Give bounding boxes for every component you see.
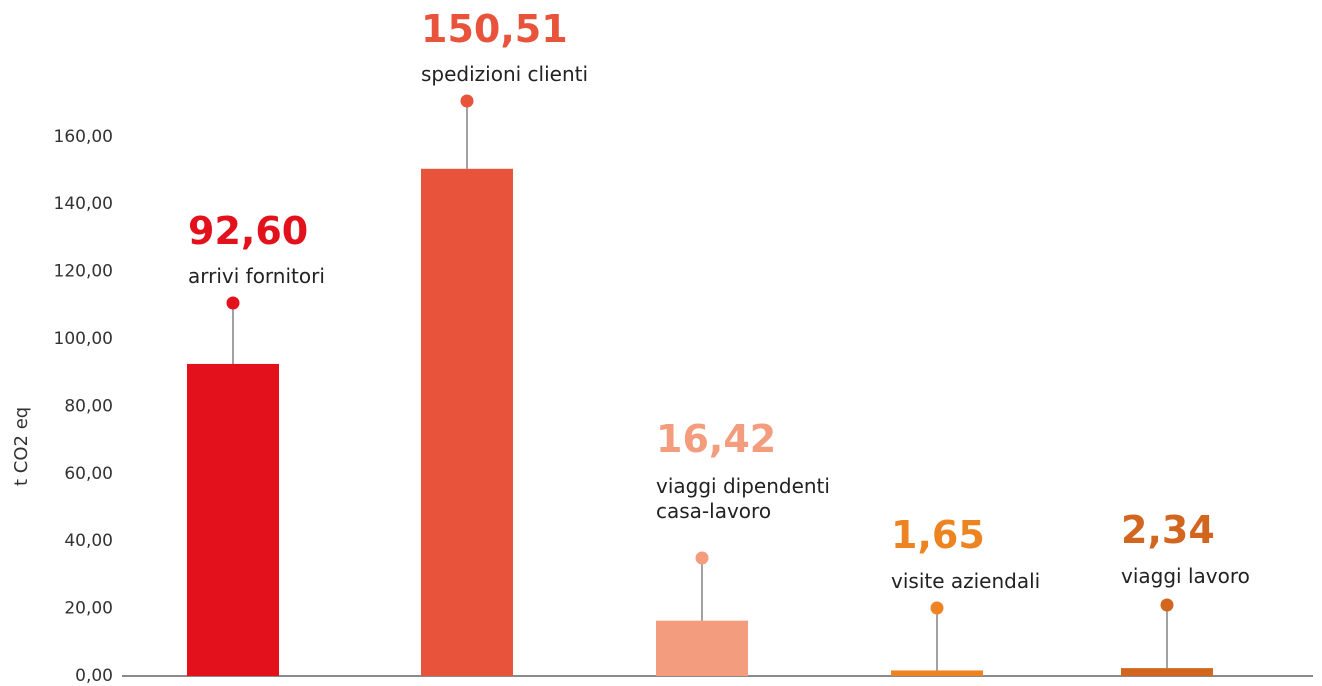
marker-dot <box>695 551 709 565</box>
y-tick-label: 100,00 <box>54 329 113 349</box>
marker-dot <box>460 94 474 108</box>
bar-1 <box>187 363 279 676</box>
category-label: spedizioni clienti <box>421 62 588 86</box>
marker-dot <box>1160 598 1174 612</box>
y-tick-label: 120,00 <box>54 262 113 282</box>
data-label: 16,42 <box>656 417 776 461</box>
category-label: viaggi lavoro <box>1121 564 1250 588</box>
bar-2 <box>421 168 513 676</box>
y-axis-title: t CO2 eq <box>11 407 32 486</box>
data-label: 150,51 <box>421 7 568 51</box>
data-label: 2,34 <box>1121 508 1215 552</box>
bar-3 <box>656 620 748 676</box>
category-label: arrivi fornitori <box>188 264 325 288</box>
y-tick-label: 140,00 <box>54 194 113 214</box>
y-tick-label: 160,00 <box>54 127 113 147</box>
y-tick-label: 80,00 <box>64 396 113 416</box>
data-label: 1,65 <box>891 513 985 557</box>
axis-layer: t CO2 eq 0,00 20,00 40,00 60,00 80,00 100,00 12… <box>11 127 1313 686</box>
category-label-line: casa-lavoro <box>656 499 771 523</box>
category-label-line: spedizioni clienti <box>421 62 588 86</box>
marker-dot <box>226 296 240 310</box>
y-tick-label: 0,00 <box>75 666 113 686</box>
bars-layer <box>187 94 1213 676</box>
bar-5 <box>1121 668 1213 676</box>
category-label-line: viaggi lavoro <box>1121 564 1250 588</box>
bar-4 <box>891 670 983 676</box>
category-label-line: visite aziendali <box>891 569 1040 593</box>
data-label: 92,60 <box>188 209 308 253</box>
y-tick-label: 60,00 <box>64 464 113 484</box>
labels-layer: 92,60 arrivi fornitori 150,51 spedizioni cl… <box>188 7 1250 593</box>
marker-dot <box>930 601 944 615</box>
category-label: viaggi dipendenti casa-lavoro <box>656 474 830 523</box>
category-label-line: arrivi fornitori <box>188 264 325 288</box>
category-label-line: viaggi dipendenti <box>656 474 830 498</box>
category-label: visite aziendali <box>891 569 1040 593</box>
y-tick-label: 20,00 <box>64 599 113 619</box>
y-tick-label: 40,00 <box>64 531 113 551</box>
